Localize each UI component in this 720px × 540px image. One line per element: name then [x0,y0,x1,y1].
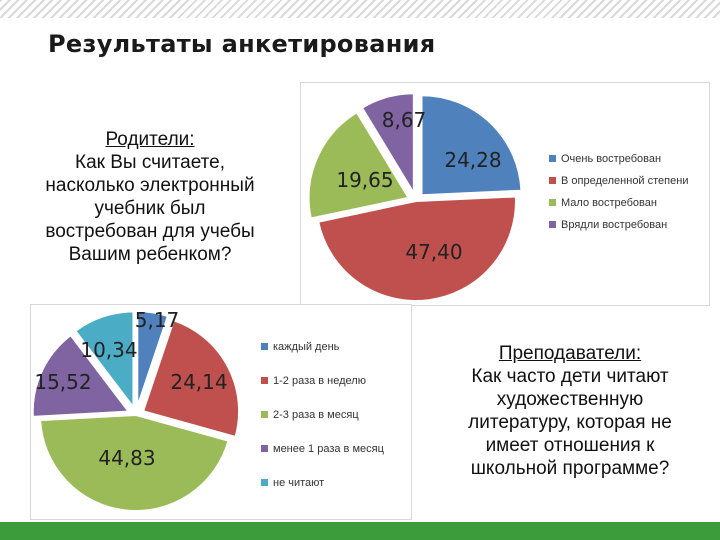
legend-entry-teachers-3: менее 1 раза в месяц [273,443,385,455]
data-label-parents-1: 47,40 [405,240,462,264]
data-label-teachers-2: 44,83 [98,446,155,470]
parents-question-heading: Родители: [105,129,195,150]
legend-swatch-teachers-3 [261,445,268,452]
pie-slice-parents-2 [307,110,411,220]
pie-slice-parents-1 [316,195,517,302]
legend-swatch-teachers-0 [261,343,268,350]
parents-question-line: востребован для учебы [45,221,255,242]
parents-question-line: Как Вы считаете, [75,152,225,173]
pie-slice-teachers-4 [73,310,135,411]
teachers-question-line: литературу, которая не [468,412,672,433]
top-border-pattern [0,0,720,18]
data-label-teachers-0: 5,17 [135,308,180,332]
data-label-teachers-4: 10,34 [80,338,137,362]
legend-entry-teachers-0: каждый день [273,341,340,353]
parents-pie-chart: 24,28 47,40 19,65 8,67 Очень востребован В оп… [307,92,688,302]
teachers-question: Преподаватели: Как часто дети читают худ… [430,342,710,480]
data-label-parents-2: 19,65 [336,168,393,192]
teachers-pie-chart: 5,17 24,14 44,83 15,52 10,34 каждый день 1-2 р… [31,308,385,512]
legend-entry-teachers-4: не читают [273,477,324,489]
legend-swatch-parents-1 [549,177,556,184]
legend-entry-parents-1: В определенной степени [561,175,688,187]
legend-swatch-teachers-4 [261,479,268,486]
legend-swatch-parents-3 [549,221,556,228]
parents-question: Родители: Как Вы считаете, насколько эле… [0,128,300,266]
pie-slice-parents-0 [420,94,523,197]
teachers-question-line: художественную [496,389,644,410]
legend-swatch-parents-2 [549,199,556,206]
legend-entry-parents-2: Мало востребован [561,197,657,209]
data-label-teachers-3: 15,52 [34,370,91,394]
legend-swatch-teachers-1 [261,377,268,384]
legend-entry-teachers-1: 1-2 раза в неделю [273,375,366,387]
legend-swatch-teachers-2 [261,411,268,418]
teachers-question-line: школьной программе? [470,458,670,479]
teachers-chart-panel: 5,17 24,14 44,83 15,52 10,34 каждый день 1-2 р… [30,304,412,520]
parents-chart-panel: 24,28 47,40 19,65 8,67 Очень востребован В оп… [300,82,710,306]
teachers-question-line: Как часто дети читают [471,366,669,387]
legend-entry-teachers-2: 2-3 раза в месяц [273,409,359,421]
pie-slice-teachers-3 [31,333,131,418]
pie-slice-teachers-1 [141,319,241,439]
pie-slice-parents-3 [360,92,415,197]
data-label-parents-0: 24,28 [444,148,501,172]
legend-entry-parents-3: Врядли востребован [561,219,667,231]
parents-question-line: учебник был [94,198,206,219]
parents-question-line: Вашим ребенком? [68,244,232,265]
page-title: Результаты анкетирования [48,30,436,58]
pie-slice-teachers-0 [136,310,170,408]
teachers-question-heading: Преподаватели: [498,343,642,364]
data-label-teachers-1: 24,14 [170,370,227,394]
legend-swatch-parents-0 [549,155,556,162]
parents-question-line: насколько электронный [45,175,255,196]
data-label-parents-3: 8,67 [382,108,427,132]
bottom-border-bar [0,522,720,540]
pie-slice-teachers-2 [39,413,230,512]
legend-entry-parents-0: Очень востребован [561,153,661,165]
teachers-question-line: имеет отношения к [485,435,655,456]
